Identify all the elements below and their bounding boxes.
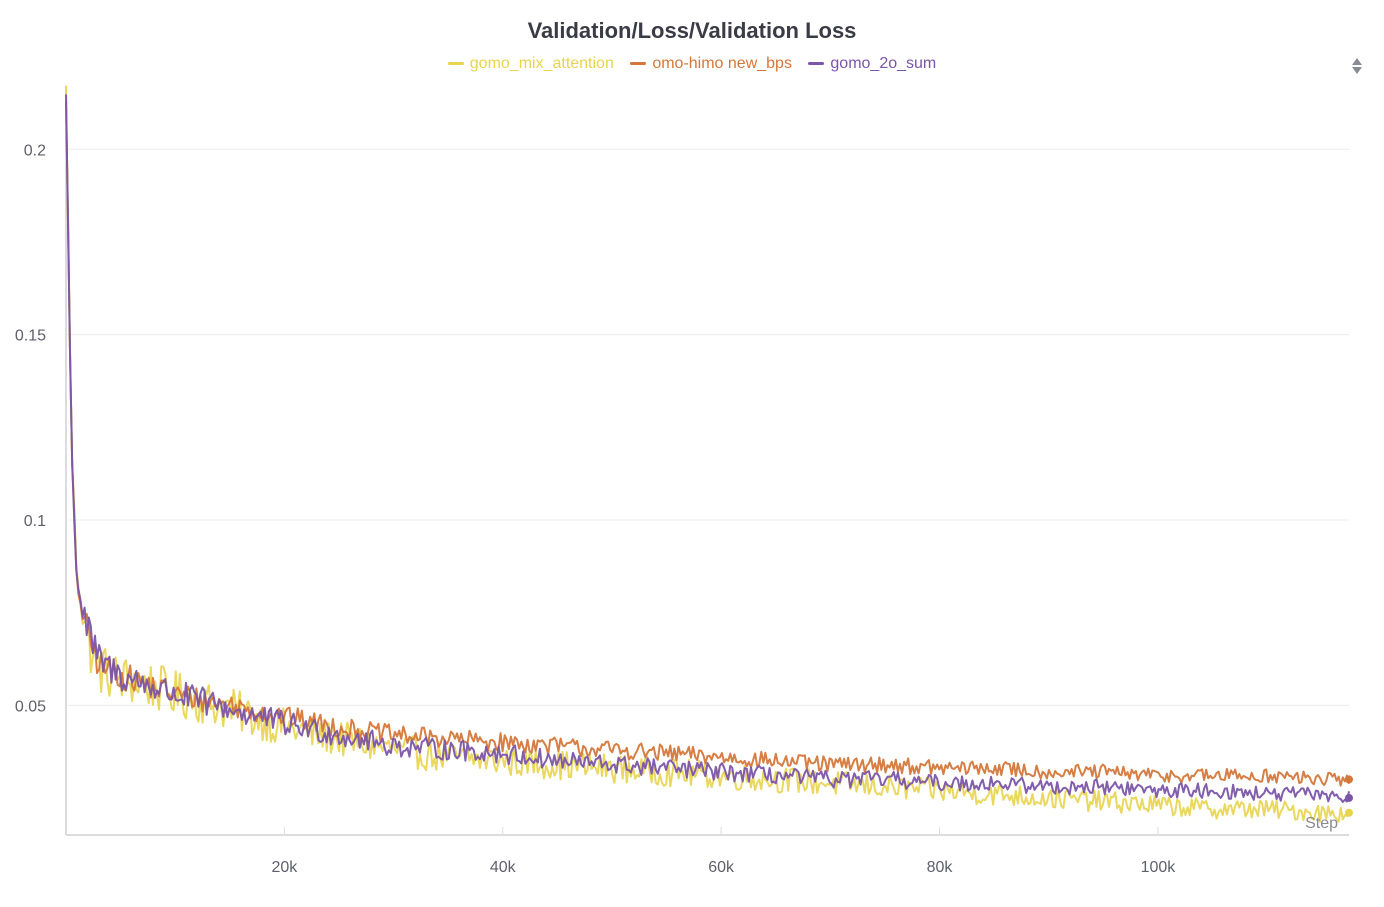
x-tick-label: 80k bbox=[927, 859, 954, 876]
chart-title: Validation/Loss/Validation Loss bbox=[527, 18, 857, 43]
grid-lines bbox=[66, 148, 1349, 706]
x-tick-label: 40k bbox=[490, 859, 517, 876]
series-line-gomo-mix-attention[interactable] bbox=[65, 85, 1350, 823]
series-end-point bbox=[1345, 793, 1353, 802]
series-lines bbox=[65, 85, 1353, 823]
x-tick-label: 100k bbox=[1141, 859, 1177, 876]
series-end-point bbox=[1345, 775, 1353, 784]
series-line-gomo-2o-sum[interactable] bbox=[65, 94, 1350, 803]
legend-swatch-gomo-2o-sum bbox=[808, 62, 825, 66]
y-tick-label: 0.15 bbox=[15, 328, 46, 345]
axes bbox=[65, 90, 1349, 836]
legend-swatch-gomo-mix-attention bbox=[447, 62, 464, 66]
legend-item-gomo-mix-attention[interactable]: gomo_mix_attention bbox=[447, 55, 614, 73]
tick-labels: 0.05 0.1 0.15 0.2 20k 40k 60k 80k 100k Step bbox=[15, 142, 1338, 876]
legend-label-omo-himo-new-bps: omo-himo new_bps bbox=[652, 55, 792, 72]
legend-label-gomo-2o-sum: gomo_2o_sum bbox=[830, 55, 937, 72]
legend-item-gomo-2o-sum[interactable]: gomo_2o_sum bbox=[808, 55, 936, 73]
legend-item-omo-himo-new-bps[interactable]: omo-himo new_bps bbox=[630, 55, 792, 73]
sort-toggle-icon[interactable] bbox=[1350, 56, 1364, 76]
y-tick-label: 0.05 bbox=[15, 698, 46, 715]
legend-label-gomo-mix-attention: gomo_mix_attention bbox=[469, 55, 614, 72]
y-tick-label: 0.1 bbox=[24, 513, 46, 530]
x-tick-label: 60k bbox=[708, 859, 735, 876]
legend-swatch-omo-himo-new-bps bbox=[630, 62, 647, 66]
series-line-omo-himo-new-bps[interactable] bbox=[65, 101, 1350, 787]
y-tick-label: 0.2 bbox=[24, 142, 46, 159]
x-axis-label: Step bbox=[1305, 815, 1338, 832]
series-end-point bbox=[1345, 808, 1353, 817]
legend: gomo_mix_attention omo-himo new_bps gomo… bbox=[0, 55, 1384, 73]
x-tick-label: 20k bbox=[271, 859, 298, 876]
